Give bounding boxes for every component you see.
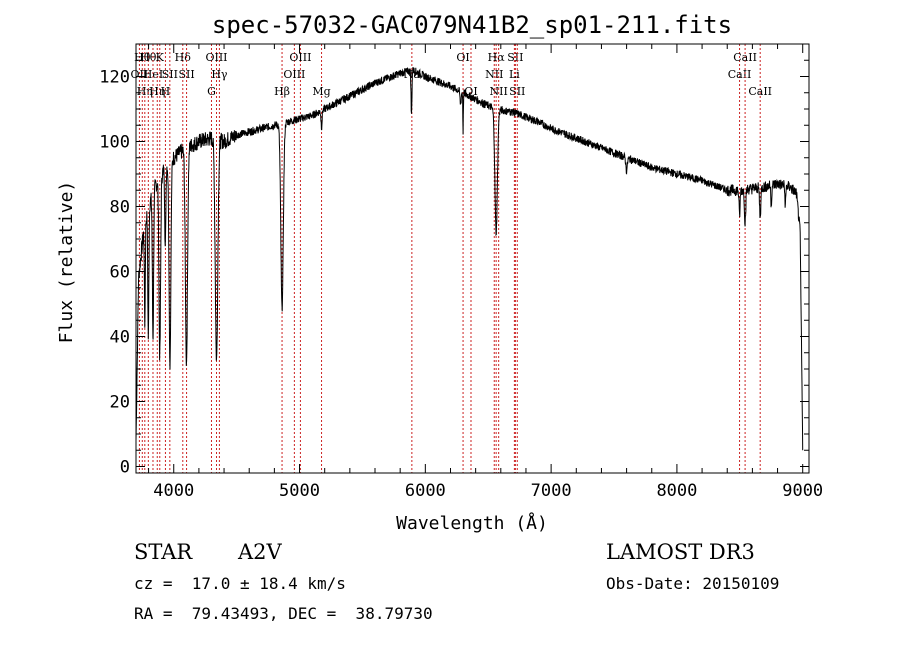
x-tick-label: 9000	[782, 481, 823, 501]
x-tick-label: 4000	[153, 481, 194, 501]
line-marker-label: Hη	[137, 85, 153, 98]
line-marker-label: H	[161, 85, 171, 98]
line-marker-label: SII	[178, 68, 194, 81]
line-marker-label: Hη	[149, 85, 165, 98]
x-axis-label: Wavelength (Å)	[396, 512, 548, 534]
line-marker-label: HeI	[143, 68, 163, 81]
line-marker-label: NII	[485, 68, 503, 81]
line-marker-label: SII	[162, 68, 178, 81]
line-marker-label: Hα	[488, 51, 506, 64]
observation-date: Obs-Date: 20150109	[606, 574, 780, 593]
y-tick-label: 100	[99, 133, 130, 153]
object-type: STAR	[134, 540, 193, 564]
survey-name: LAMOST DR3	[606, 540, 755, 564]
spectrum-line	[135, 66, 804, 451]
line-markers: OIIHθHηHθHeIHηKHSIIHδSIIGOIIIHγHβOIIIOII…	[131, 44, 772, 473]
line-marker-label: CaII	[728, 68, 752, 81]
line-marker-label: Mg	[312, 85, 330, 98]
chart-title: spec-57032-GAC079N41B2_sp01-211.fits	[212, 11, 732, 39]
y-tick-label: 60	[110, 263, 130, 283]
line-marker-label: OIII	[283, 68, 305, 81]
y-tick-label: 80	[110, 198, 130, 218]
y-tick-label: 120	[99, 68, 130, 88]
line-marker-label: Hγ	[211, 68, 228, 81]
line-marker-label: Hθ	[140, 51, 157, 64]
line-marker-label: CaII	[733, 51, 757, 64]
line-marker-label: OIII	[289, 51, 311, 64]
line-marker-label: NII	[490, 85, 508, 98]
coordinates: RA = 79.43493, DEC = 38.79730	[134, 604, 433, 623]
x-tick-label: 7000	[531, 481, 572, 501]
x-tick-label: 5000	[279, 481, 320, 501]
line-marker-label: CaII	[748, 85, 772, 98]
y-axis-label: Flux (relative)	[56, 181, 77, 344]
line-marker-label: OII	[131, 68, 149, 81]
line-marker-label: Hδ	[175, 51, 192, 64]
axes: 4000 5000 6000 7000 8000 9000 0 20 40 60 80 100 120	[99, 43, 823, 501]
y-tick-label: 20	[110, 393, 130, 413]
y-tick-label: 0	[120, 458, 130, 478]
x-tick-label: 8000	[656, 481, 697, 501]
x-tick-label: 6000	[405, 481, 446, 501]
y-tick-label: 40	[110, 328, 130, 348]
line-marker-label: Li	[509, 68, 520, 81]
line-marker-label: K	[156, 51, 165, 64]
line-marker-label: OIII	[205, 51, 227, 64]
spectral-subclass: A2V	[238, 540, 282, 564]
line-marker-label: SII	[507, 51, 523, 64]
line-marker-label: Hβ	[274, 85, 290, 98]
redshift-value: cz = 17.0 ± 18.4 km/s	[134, 574, 346, 593]
line-marker-label: G	[207, 85, 216, 98]
line-marker-label: SII	[509, 85, 525, 98]
line-marker-label: OI	[456, 51, 469, 64]
plot-frame	[135, 43, 810, 474]
